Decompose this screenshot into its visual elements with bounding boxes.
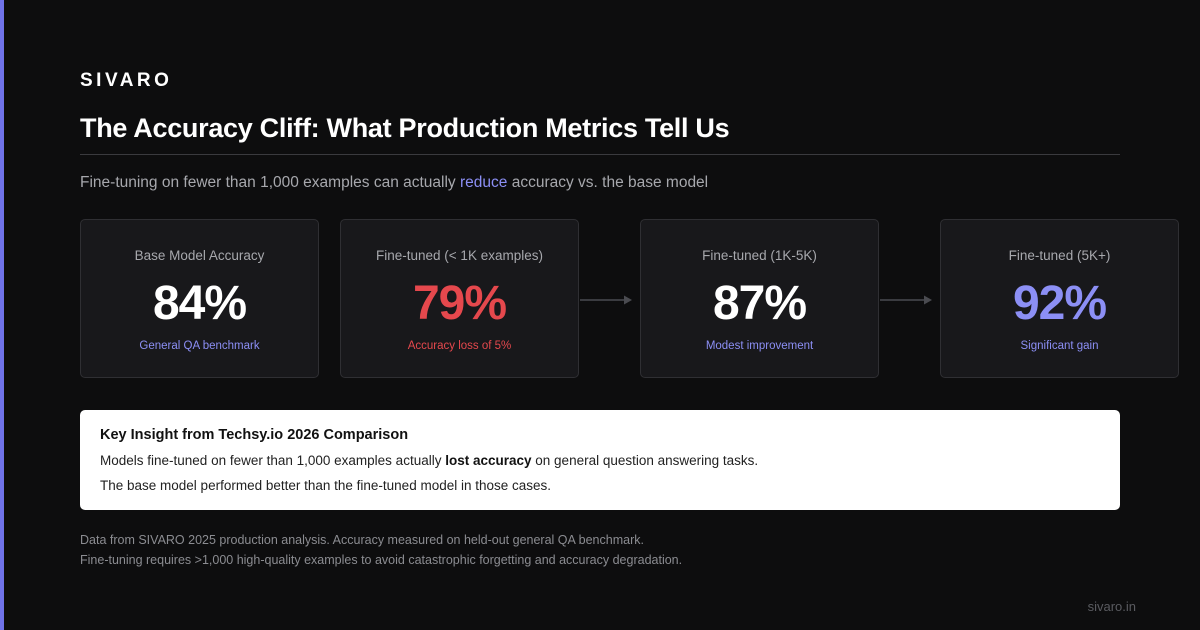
key-insight-box: Key Insight from Techsy.io 2026 Comparis… [80,410,1120,510]
page-title: The Accuracy Cliff: What Production Metr… [80,113,730,143]
metric-label: Fine-tuned (5K+) [1008,248,1111,263]
insight-line-1: Models fine-tuned on fewer than 1,000 ex… [100,453,758,468]
metric-value: 87% [712,277,807,330]
metric-label: Base Model Accuracy [134,248,265,263]
metric-card-under-1k: Fine-tuned (< 1K examples) 79% Accuracy … [340,219,579,378]
metric-card-5k-plus: Fine-tuned (5K+) 92% Significant gain [940,219,1179,378]
domain-link[interactable]: sivaro.in [1087,599,1136,614]
metric-card-base: Base Model Accuracy 84% General QA bench… [80,219,319,378]
insight-line-1-after: on general question answering tasks. [531,453,759,468]
arrow-right-icon [580,295,632,305]
brand-logo: SIVARO [80,70,173,91]
arrow-right-icon [880,295,932,305]
insight-heading: Key Insight from Techsy.io 2026 Comparis… [100,427,409,443]
metric-value: 79% [412,277,507,330]
metric-card-1k-5k: Fine-tuned (1K-5K) 87% Modest improvemen… [640,219,879,378]
insight-line-2: The base model performed better than the… [100,478,552,493]
metric-note: Significant gain [1020,340,1099,352]
subtitle-text-after: accuracy vs. the base model [507,174,709,191]
metric-label: Fine-tuned (1K-5K) [702,248,817,263]
title-divider [80,154,1120,155]
metric-label: Fine-tuned (< 1K examples) [376,248,543,263]
metric-value: 92% [1012,277,1107,330]
metric-value: 84% [152,277,247,330]
subtitle-text-before: Fine-tuning on fewer than 1,000 examples… [80,174,460,191]
subtitle-highlight: reduce [459,174,508,191]
footnote-1: Data from SIVARO 2025 production analysi… [80,533,644,547]
left-accent-bar [0,0,4,630]
metric-note: General QA benchmark [139,340,260,352]
subtitle: Fine-tuning on fewer than 1,000 examples… [80,174,708,192]
metric-note: Accuracy loss of 5% [407,340,512,352]
insight-bold-phrase: lost accuracy [445,453,532,468]
metric-note: Modest improvement [705,340,814,352]
insight-line-1-before: Models fine-tuned on fewer than 1,000 ex… [100,453,446,468]
footnote-2: Fine-tuning requires >1,000 high-quality… [80,553,683,567]
